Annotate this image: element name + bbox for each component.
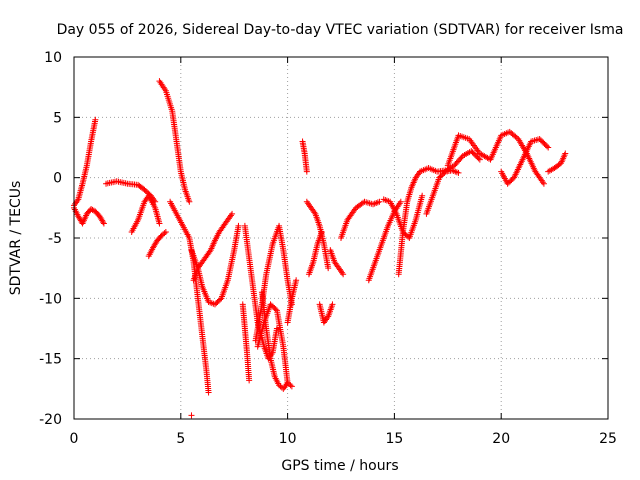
data-point	[100, 220, 107, 227]
y-tick-label: 10	[44, 50, 62, 66]
data-points	[71, 78, 569, 419]
grid	[74, 57, 608, 419]
series-arc29	[498, 136, 552, 187]
series-arc24	[380, 192, 426, 241]
data-point	[186, 198, 193, 205]
series-arc26	[423, 167, 462, 217]
series-arc2	[71, 204, 107, 227]
data-point	[205, 389, 212, 396]
y-tick-label: -15	[39, 352, 62, 368]
x-tick-label: 5	[176, 431, 185, 447]
series-arc5	[145, 228, 169, 260]
data-point	[397, 198, 404, 205]
data-point	[217, 296, 224, 303]
data-point	[162, 228, 169, 235]
series-arc20	[316, 301, 336, 326]
x-tick-label: 0	[70, 431, 79, 447]
y-tick-label: 0	[53, 171, 62, 187]
data-point	[455, 169, 462, 176]
data-point	[540, 180, 547, 187]
data-point	[340, 271, 347, 278]
data-point	[543, 143, 550, 150]
data-point	[293, 277, 300, 284]
data-point	[303, 168, 310, 175]
series-arc13	[252, 222, 295, 344]
y-tick-label: 5	[53, 110, 62, 126]
plot-frame	[73, 56, 609, 420]
data-point	[92, 116, 99, 123]
data-point	[318, 228, 325, 235]
series-arc9	[188, 222, 242, 308]
series-arc21	[327, 247, 347, 278]
data-point	[376, 198, 383, 205]
data-point	[161, 230, 168, 237]
x-tick-label: 10	[279, 431, 297, 447]
x-axis-label: GPS time / hours	[281, 458, 398, 474]
y-tick-label: -20	[39, 412, 62, 428]
data-point	[325, 265, 332, 272]
data-point	[545, 144, 552, 151]
series-arc10	[188, 412, 195, 419]
y-tick-label: -10	[39, 291, 62, 307]
series-arc3	[103, 178, 159, 205]
series-arc23	[365, 198, 404, 284]
data-point	[188, 412, 195, 419]
series-arc28	[444, 128, 547, 187]
series-arc25	[395, 168, 424, 278]
series-arc17	[299, 138, 310, 175]
x-tick-label: 25	[599, 431, 617, 447]
data-point	[100, 219, 107, 226]
series-arc18	[303, 198, 332, 272]
series-arc22	[338, 198, 383, 241]
data-point	[329, 301, 336, 308]
data-point	[156, 220, 163, 227]
y-tick-label: -5	[48, 231, 62, 247]
data-point	[229, 210, 236, 217]
data-point	[246, 377, 253, 384]
data-point	[273, 325, 280, 332]
series-arc1	[71, 116, 99, 209]
series-arc6	[156, 78, 193, 205]
series-arc27	[417, 148, 483, 175]
y-axis-label: SDTVAR / TECUs	[8, 181, 24, 296]
series-arc15	[258, 289, 291, 392]
series-arc12	[239, 301, 253, 384]
x-tick-label: 20	[492, 431, 510, 447]
series-arc19	[305, 228, 325, 278]
data-point	[235, 222, 242, 229]
x-tick-label: 15	[385, 431, 403, 447]
data-point	[288, 383, 295, 390]
data-point	[272, 306, 279, 313]
data-point	[419, 192, 426, 199]
data-point	[284, 379, 291, 386]
data-point	[562, 150, 569, 157]
data-point	[476, 156, 483, 163]
series-arc30	[545, 150, 569, 175]
chart-title: Day 055 of 2026, Sidereal Day-to-day VTE…	[57, 22, 624, 38]
tick-labels: 0 5 10 15 20 25 -20 -15 -10 -5 0 5 10	[39, 50, 617, 447]
data-point	[475, 155, 482, 162]
series-arc4	[128, 192, 163, 235]
series-arc16	[284, 277, 300, 326]
